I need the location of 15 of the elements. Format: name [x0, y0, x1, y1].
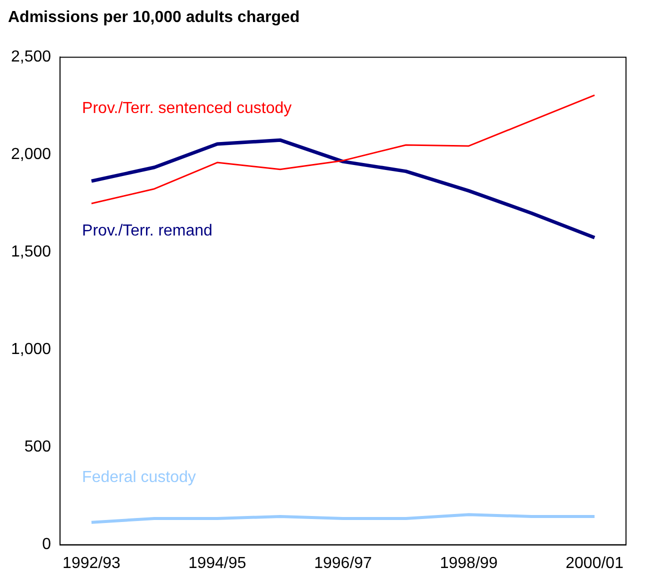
y-tick-label: 2,000: [10, 146, 52, 164]
y-tick-label: 1,000: [10, 341, 52, 358]
x-tick-label: 1992/93: [62, 554, 120, 572]
y-tick-label: 1,500: [10, 244, 52, 261]
x-tick-label: 2000/01: [566, 554, 624, 572]
x-tick-label: 1994/95: [188, 554, 246, 572]
text: Prov./Terr. remand: [82, 222, 212, 240]
text: Prov./Terr. sentenced custody: [82, 100, 292, 117]
y-tick-label: 500: [24, 438, 52, 456]
text: Federal custody: [82, 468, 196, 486]
y-tick-label: 2,500: [10, 48, 52, 66]
x-tick-label: 1996/97: [314, 554, 372, 572]
y-tick-label: 0: [42, 536, 52, 554]
y-axis-title: Admissions per 10,000 adults charged: [8, 9, 300, 26]
x-tick-label: 1998/99: [440, 554, 498, 572]
